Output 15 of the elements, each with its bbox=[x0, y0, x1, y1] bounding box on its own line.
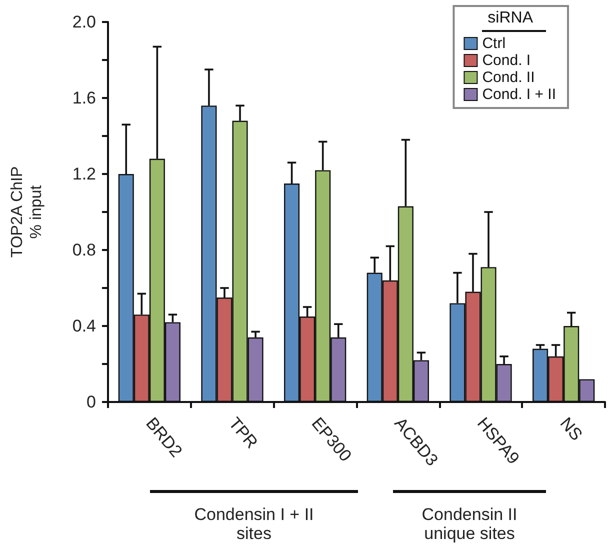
legend-label: Cond. II bbox=[482, 69, 535, 86]
y-tick-label: 0 bbox=[86, 392, 96, 412]
y-tick-label: 2.0 bbox=[72, 12, 96, 32]
y-tick-label: 0.8 bbox=[72, 240, 96, 260]
legend-title: siRNA bbox=[488, 10, 534, 26]
text: Condensin I + II sites bbox=[194, 505, 314, 543]
legend-label: Cond. I bbox=[482, 52, 531, 69]
y-tick-label: 1.6 bbox=[72, 88, 96, 108]
x-tick-label: NS bbox=[556, 414, 586, 444]
text: Condensin II unique sites bbox=[422, 505, 518, 543]
legend-label: Ctrl bbox=[482, 35, 506, 52]
y-axis-title: TOP2A ChIP % input bbox=[9, 166, 45, 258]
y-tick-label: 0.4 bbox=[72, 316, 96, 336]
legend-label: Cond. I + II bbox=[482, 86, 556, 103]
y-tick-label: 1.2 bbox=[72, 164, 96, 184]
